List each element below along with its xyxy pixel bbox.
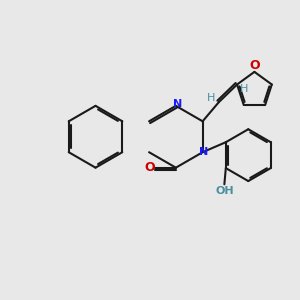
- Text: O: O: [249, 59, 260, 72]
- Text: H: H: [207, 93, 216, 103]
- Text: OH: OH: [215, 186, 234, 196]
- Text: O: O: [144, 161, 155, 174]
- Text: N: N: [173, 99, 182, 110]
- Text: N: N: [200, 147, 209, 157]
- Text: H: H: [240, 84, 249, 94]
